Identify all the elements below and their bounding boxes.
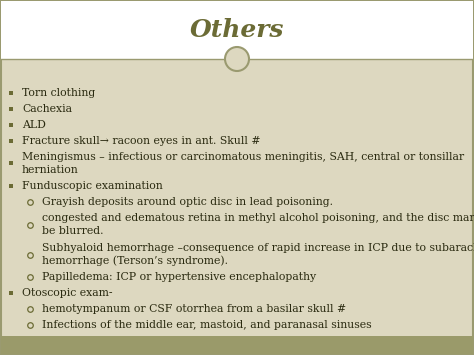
Text: Subhyaloid hemorrhage –consequence of rapid increase in ICP due to subarachnoid
: Subhyaloid hemorrhage –consequence of ra… xyxy=(42,243,474,266)
Text: Fracture skull→ racoon eyes in ant. Skull #: Fracture skull→ racoon eyes in ant. Skul… xyxy=(22,136,261,146)
Text: Torn clothing: Torn clothing xyxy=(22,88,95,98)
Text: congested and edematous retina in methyl alcohol poisoning, and the disc margin : congested and edematous retina in methyl… xyxy=(42,213,474,236)
Text: Funduscopic examination: Funduscopic examination xyxy=(22,181,163,191)
Text: Cachexia: Cachexia xyxy=(22,104,72,114)
Text: hemotympanum or CSF otorrhea from a basilar skull #: hemotympanum or CSF otorrhea from a basi… xyxy=(42,304,346,314)
Text: Others: Others xyxy=(190,18,284,42)
Circle shape xyxy=(225,47,249,71)
Text: Papilledema: ICP or hypertensive encephalopathy: Papilledema: ICP or hypertensive encepha… xyxy=(42,272,316,282)
Text: Grayish deposits around optic disc in lead poisoning.: Grayish deposits around optic disc in le… xyxy=(42,197,333,207)
Text: Meningismus – infectious or carcinomatous meningitis, SAH, central or tonsillar
: Meningismus – infectious or carcinomatou… xyxy=(22,152,464,175)
Bar xyxy=(1,336,473,354)
Text: ALD: ALD xyxy=(22,120,46,130)
Text: Infections of the middle ear, mastoid, and paranasal sinuses: Infections of the middle ear, mastoid, a… xyxy=(42,320,372,330)
Bar xyxy=(1,1,473,59)
Text: Otoscopic exam-: Otoscopic exam- xyxy=(22,288,112,298)
